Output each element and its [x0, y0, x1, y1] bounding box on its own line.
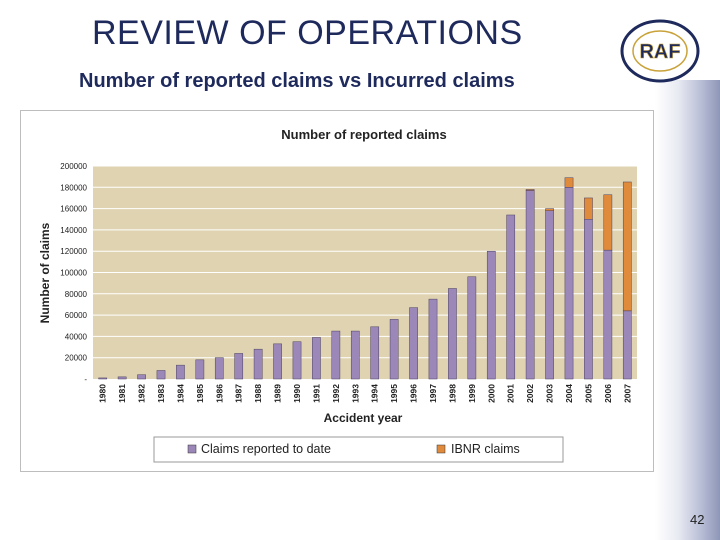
x-tick-label: 2007	[622, 384, 632, 403]
x-tick-label: 1994	[370, 384, 380, 403]
x-tick-label: 2000	[486, 384, 496, 403]
legend-label-reported: Claims reported to date	[201, 442, 331, 456]
y-tick-label: 200000	[60, 162, 87, 171]
bar-reported	[370, 326, 380, 380]
legend-swatch-reported	[187, 444, 197, 454]
bar-reported	[448, 288, 457, 380]
bar-reported	[486, 250, 496, 380]
x-tick-label: 1998	[447, 384, 457, 403]
bar-reported	[584, 219, 593, 380]
x-tick-label: 1989	[273, 384, 283, 403]
y-tick-label: 100000	[60, 269, 87, 278]
bar-reported	[117, 376, 127, 380]
x-tick-label: 1996	[409, 384, 419, 403]
bar-ibnr	[564, 177, 574, 188]
bar-reported	[98, 377, 108, 380]
decorative-side-band	[655, 80, 720, 540]
bar-reported	[331, 330, 341, 380]
x-tick-label: 1985	[195, 384, 205, 403]
bar-reported	[389, 319, 399, 380]
bar-reported	[545, 210, 554, 380]
x-tick-label: 1986	[214, 384, 224, 403]
x-tick-label: 2002	[525, 384, 535, 403]
x-tick-label: 2001	[506, 384, 516, 403]
bar-reported	[214, 357, 224, 380]
claims-bar-chart: Number of reported claims - 20000 40000 600…	[38, 127, 637, 463]
y-tick-label: 20000	[65, 354, 88, 363]
legend-label-ibnr: IBNR claims	[451, 442, 520, 456]
slide-subtitle: Number of reported claims vs Incurred cl…	[79, 70, 515, 92]
bar-reported	[156, 370, 166, 380]
chart-title: Number of reported claims	[281, 127, 446, 142]
bar-reported	[273, 343, 282, 380]
chart-frame: Number of reported claims - 20000 40000 600…	[20, 110, 654, 472]
bar-reported	[428, 298, 438, 380]
bar-reported	[312, 337, 321, 380]
x-tick-label: 1983	[156, 384, 166, 403]
x-tick-label: 1991	[311, 384, 321, 403]
x-tick-label: 1987	[234, 384, 244, 403]
x-tick-label: 1990	[292, 384, 302, 403]
bar-reported	[176, 364, 185, 380]
x-tick-label: 1999	[467, 384, 477, 403]
bar-ibnr	[622, 181, 632, 312]
bar-reported	[234, 353, 244, 380]
x-tick-label: 2003	[545, 384, 555, 403]
y-axis-label: Number of claims	[38, 222, 52, 323]
y-tick-labels: - 20000 40000 60000 80000 100000 120000 140000 1…	[60, 162, 87, 384]
slide-title: REVIEW OF OPERATIONS	[92, 14, 523, 52]
bar-ibnr	[584, 197, 593, 220]
legend-swatch-ibnr	[436, 444, 446, 454]
bar-ibnr	[525, 189, 535, 191]
y-tick-label: 40000	[65, 332, 88, 341]
x-tick-label: 1981	[117, 384, 127, 403]
y-tick-label: 140000	[60, 226, 87, 235]
y-tick-label: 120000	[60, 247, 87, 256]
y-tick-label: 160000	[60, 205, 87, 214]
raf-logo: RAF	[620, 19, 700, 83]
y-tick-label: 180000	[60, 183, 87, 192]
x-tick-label: 1980	[98, 384, 108, 403]
bar-reported	[409, 307, 418, 380]
bar-reported	[603, 249, 613, 380]
x-tick-label: 2006	[603, 384, 613, 403]
bar-ibnr	[545, 208, 554, 211]
x-tick-label: 1993	[350, 384, 360, 403]
logo-text: RAF	[639, 41, 680, 63]
x-tick-label: 1982	[137, 384, 147, 403]
x-tick-label: 2005	[583, 384, 593, 403]
bar-reported	[292, 341, 302, 380]
bar-reported	[467, 276, 477, 380]
y-tick-label: 60000	[65, 311, 88, 320]
y-tick-label: -	[84, 375, 87, 384]
bar-ibnr	[603, 194, 613, 251]
y-tick-label: 80000	[65, 290, 88, 299]
bar-reported	[253, 348, 263, 380]
bar-reported	[350, 330, 360, 380]
bar-reported	[195, 359, 205, 380]
bar-reported	[564, 187, 574, 380]
x-axis-label: Accident year	[324, 411, 403, 425]
x-tick-label: 1992	[331, 384, 341, 403]
x-tick-labels: 1980 1981 1982 1983 1984 1985 1986 1987 1988 1989…	[98, 384, 633, 403]
bar-reported	[506, 214, 516, 380]
legend-box	[153, 436, 564, 463]
x-tick-label: 1988	[253, 384, 263, 403]
x-tick-label: 2004	[564, 384, 574, 403]
x-tick-label: 1995	[389, 384, 399, 403]
x-tick-label: 1997	[428, 384, 438, 403]
bars	[98, 177, 632, 380]
bar-reported	[137, 374, 146, 380]
bar-reported	[622, 310, 632, 380]
page-number: 42	[690, 512, 705, 527]
x-tick-label: 1984	[175, 384, 185, 403]
bar-reported	[525, 190, 535, 380]
